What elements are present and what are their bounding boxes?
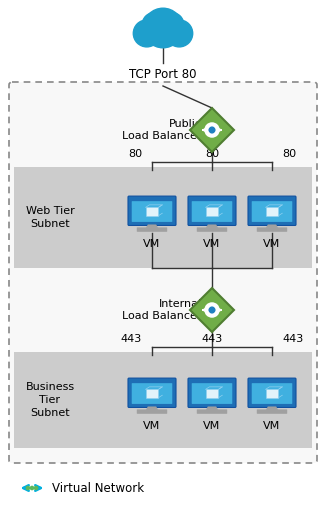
Circle shape (205, 303, 219, 317)
FancyBboxPatch shape (128, 196, 176, 226)
FancyBboxPatch shape (14, 352, 312, 448)
Text: Business
Tier
Subnet: Business Tier Subnet (25, 382, 75, 418)
Polygon shape (266, 224, 278, 228)
FancyBboxPatch shape (128, 378, 176, 408)
Text: VM: VM (263, 239, 281, 249)
Circle shape (166, 20, 193, 47)
Circle shape (26, 487, 30, 490)
Circle shape (153, 9, 173, 29)
Text: Virtual Network: Virtual Network (52, 481, 144, 494)
FancyBboxPatch shape (252, 201, 292, 222)
FancyBboxPatch shape (257, 409, 287, 414)
Text: 443: 443 (121, 334, 142, 344)
Text: Public
Load Balancer: Public Load Balancer (123, 119, 202, 141)
FancyBboxPatch shape (248, 196, 296, 226)
Polygon shape (266, 407, 278, 410)
FancyBboxPatch shape (9, 82, 317, 463)
FancyBboxPatch shape (192, 201, 232, 222)
FancyBboxPatch shape (188, 378, 236, 408)
Circle shape (205, 123, 219, 137)
Circle shape (133, 20, 160, 47)
FancyBboxPatch shape (137, 228, 167, 232)
FancyBboxPatch shape (206, 389, 218, 398)
FancyBboxPatch shape (132, 201, 172, 222)
Text: 443: 443 (282, 334, 303, 344)
Circle shape (209, 127, 215, 133)
FancyBboxPatch shape (146, 389, 158, 398)
Text: TCP Port 80: TCP Port 80 (129, 68, 197, 81)
Text: Web Tier
Subnet: Web Tier Subnet (26, 206, 74, 229)
FancyBboxPatch shape (197, 409, 227, 414)
Polygon shape (190, 108, 234, 152)
Circle shape (209, 307, 215, 313)
Polygon shape (146, 224, 158, 228)
Text: VM: VM (203, 239, 221, 249)
Polygon shape (190, 288, 234, 332)
Polygon shape (206, 407, 218, 410)
Text: VM: VM (143, 421, 161, 431)
FancyBboxPatch shape (266, 207, 278, 216)
FancyBboxPatch shape (188, 196, 236, 226)
FancyBboxPatch shape (257, 228, 287, 232)
Text: VM: VM (263, 421, 281, 431)
Text: Internal
Load Balancer: Internal Load Balancer (123, 299, 202, 321)
Circle shape (143, 8, 183, 48)
FancyBboxPatch shape (146, 207, 158, 216)
Text: 443: 443 (201, 334, 223, 344)
FancyBboxPatch shape (132, 383, 172, 404)
Text: VM: VM (143, 239, 161, 249)
FancyBboxPatch shape (266, 389, 278, 398)
FancyBboxPatch shape (197, 228, 227, 232)
FancyBboxPatch shape (14, 167, 312, 268)
Circle shape (30, 487, 34, 490)
Polygon shape (146, 407, 158, 410)
FancyBboxPatch shape (206, 207, 218, 216)
FancyBboxPatch shape (192, 383, 232, 404)
FancyBboxPatch shape (137, 409, 167, 414)
Text: 80: 80 (205, 149, 219, 159)
Circle shape (160, 13, 184, 36)
FancyBboxPatch shape (248, 378, 296, 408)
Polygon shape (206, 224, 218, 228)
Text: 80: 80 (282, 149, 296, 159)
Text: 80: 80 (128, 149, 142, 159)
Text: VM: VM (203, 421, 221, 431)
Circle shape (142, 13, 166, 36)
FancyBboxPatch shape (252, 383, 292, 404)
Circle shape (35, 487, 38, 490)
